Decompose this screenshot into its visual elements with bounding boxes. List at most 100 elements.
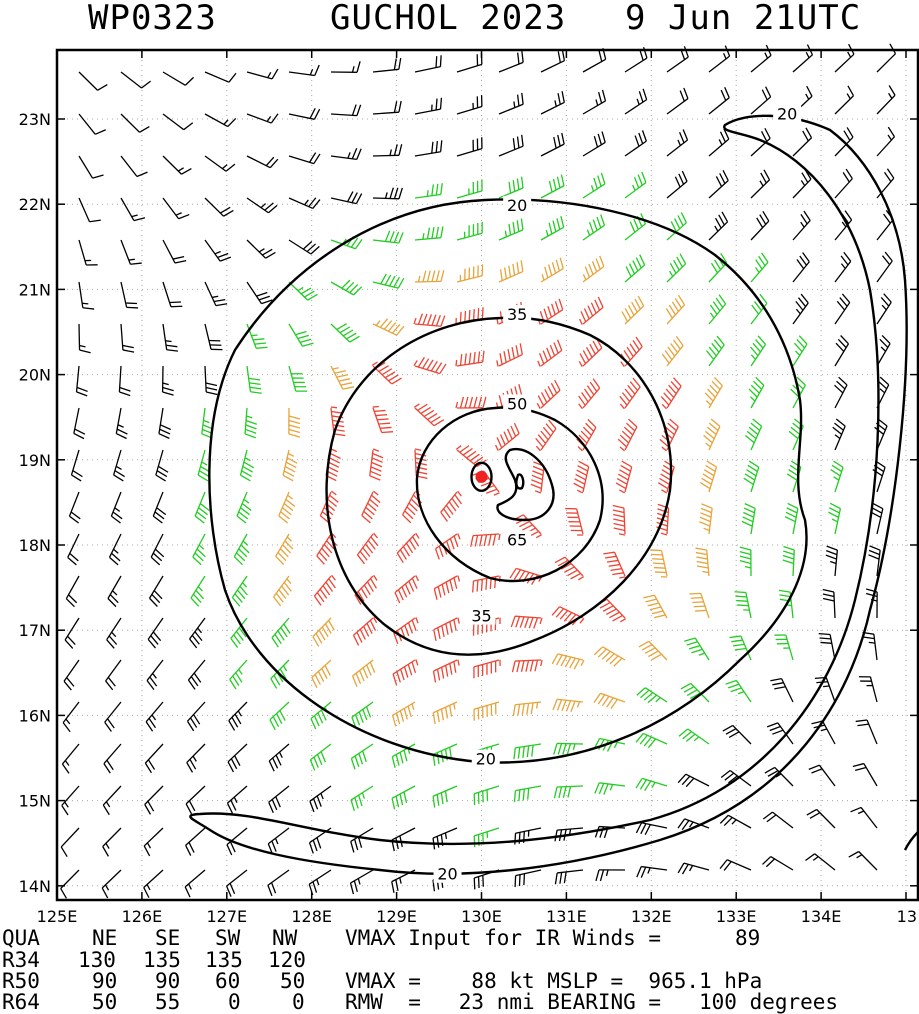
barb-feather bbox=[755, 339, 764, 349]
barb-feather bbox=[443, 508, 451, 519]
barb-feather bbox=[384, 274, 392, 286]
barb-feather bbox=[162, 391, 174, 396]
barb-feather bbox=[715, 176, 723, 187]
barb-feather bbox=[367, 502, 377, 512]
wind-barb bbox=[876, 251, 893, 283]
barb-feather bbox=[234, 713, 242, 725]
wind-barb bbox=[762, 811, 794, 829]
barb-feather bbox=[686, 689, 698, 696]
barb-shaft bbox=[78, 71, 98, 91]
barb-feather bbox=[283, 470, 295, 477]
barb-feather bbox=[273, 596, 282, 607]
wind-barb bbox=[720, 769, 752, 787]
barb-feather bbox=[790, 426, 801, 435]
wind-barb bbox=[719, 859, 752, 871]
barb-feather bbox=[326, 540, 335, 550]
barb-feather bbox=[274, 633, 282, 645]
barb-feather bbox=[513, 747, 516, 760]
barb-half-feather bbox=[112, 590, 118, 596]
wind-barb bbox=[192, 533, 206, 566]
barb-feather bbox=[635, 336, 643, 347]
wind-barb bbox=[553, 742, 584, 755]
barb-feather bbox=[578, 395, 586, 406]
barb-feather bbox=[743, 511, 754, 518]
barb-feather bbox=[609, 611, 620, 619]
barb-half-feather bbox=[689, 865, 694, 872]
barb-feather bbox=[374, 409, 386, 412]
barb-feather bbox=[554, 379, 561, 391]
barb-feather bbox=[227, 117, 237, 128]
barb-feather bbox=[554, 872, 558, 885]
barb-feather bbox=[417, 313, 424, 325]
x-tick-label: 130E bbox=[461, 907, 502, 925]
barb-half-feather bbox=[389, 149, 392, 156]
wind-barb bbox=[148, 575, 164, 607]
barb-feather bbox=[562, 743, 567, 755]
wind-barb bbox=[514, 869, 542, 888]
barb-half-feather bbox=[881, 304, 887, 311]
barb-half-feather bbox=[331, 574, 336, 581]
rmw-bearing-line: RMW = 23 nmi BEARING = 100 degrees bbox=[345, 990, 839, 1014]
wind-barb bbox=[351, 659, 376, 687]
contour-label-bg bbox=[503, 195, 532, 214]
barb-feather bbox=[787, 502, 799, 510]
barb-feather bbox=[728, 731, 740, 738]
barb-feather bbox=[277, 630, 285, 641]
wind-barb bbox=[703, 418, 721, 451]
barb-feather bbox=[766, 722, 779, 728]
barb-feather bbox=[194, 515, 205, 524]
barb-feather bbox=[544, 389, 551, 400]
barb-half-feather bbox=[554, 100, 557, 107]
barb-half-feather bbox=[605, 869, 609, 877]
wind-barb bbox=[603, 551, 626, 579]
barb-feather bbox=[391, 324, 401, 334]
barb-feather bbox=[139, 125, 150, 133]
barb-feather bbox=[822, 597, 835, 602]
wind-barb bbox=[660, 377, 682, 410]
barb-feather bbox=[695, 609, 707, 612]
wind-barb bbox=[432, 827, 458, 850]
barb-feather bbox=[122, 349, 135, 353]
barb-feather bbox=[722, 724, 734, 732]
wind-barb bbox=[432, 701, 458, 725]
barb-feather bbox=[877, 418, 888, 427]
barb-feather bbox=[516, 136, 520, 148]
barb-feather bbox=[665, 308, 673, 319]
barb-feather bbox=[262, 248, 273, 256]
barb-feather bbox=[111, 515, 121, 524]
barb-feather bbox=[593, 646, 604, 656]
barb-feather bbox=[309, 759, 316, 771]
barb-feather bbox=[122, 344, 134, 349]
barb-feather bbox=[282, 544, 291, 554]
barb-feather bbox=[793, 342, 803, 353]
barb-feather bbox=[636, 866, 642, 878]
wind-barb bbox=[553, 785, 584, 799]
barb-feather bbox=[152, 631, 162, 642]
barb-feather bbox=[723, 861, 732, 871]
wind-barb bbox=[120, 323, 135, 353]
wind-barb bbox=[700, 460, 718, 493]
wind-barb bbox=[101, 869, 122, 899]
barb-feather bbox=[868, 554, 880, 560]
barb-feather bbox=[525, 660, 530, 672]
barb-feather bbox=[613, 657, 623, 667]
barb-feather bbox=[736, 599, 748, 602]
wind-barb bbox=[530, 461, 545, 494]
barb-feather bbox=[472, 581, 475, 593]
barb-feather bbox=[192, 556, 202, 566]
barb-feather bbox=[651, 610, 664, 615]
barb-feather bbox=[836, 380, 846, 390]
barb-half-feather bbox=[800, 180, 806, 187]
wind-barb bbox=[414, 183, 443, 199]
barb-feather bbox=[603, 783, 609, 795]
wind-barb bbox=[578, 378, 601, 410]
barb-shaft bbox=[120, 113, 140, 133]
barb-feather bbox=[822, 588, 835, 593]
barb-feather bbox=[228, 72, 237, 83]
wind-barb bbox=[859, 676, 878, 703]
barb-feather bbox=[435, 183, 439, 196]
barb-feather bbox=[275, 796, 281, 808]
barb-feather bbox=[508, 181, 512, 194]
barb-feather bbox=[640, 823, 647, 835]
barb-feather bbox=[464, 310, 467, 323]
